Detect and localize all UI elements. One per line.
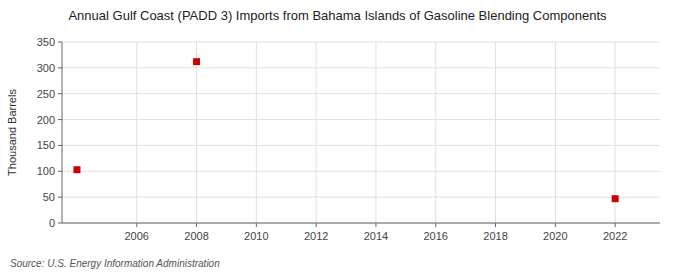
chart-container: Annual Gulf Coast (PADD 3) Imports from … <box>0 0 675 275</box>
y-tick-label: 100 <box>37 165 55 177</box>
y-grid-line <box>62 93 660 94</box>
x-tick <box>375 223 376 227</box>
x-grid-line <box>256 42 257 223</box>
y-tick <box>58 42 62 43</box>
y-tick-label: 0 <box>49 217 55 229</box>
x-grid-line <box>495 42 496 223</box>
x-tick <box>495 223 496 227</box>
x-tick <box>196 223 197 227</box>
y-tick <box>58 197 62 198</box>
y-tick-label: 200 <box>37 114 55 126</box>
x-tick <box>256 223 257 227</box>
y-grid-line <box>62 145 660 146</box>
x-tick-label: 2008 <box>184 230 208 242</box>
point <box>193 58 200 65</box>
title: Annual Gulf Coast (PADD 3) Imports from … <box>68 8 607 23</box>
y-tick <box>58 119 62 120</box>
y-grid-line <box>62 223 660 224</box>
x-tick <box>136 223 137 227</box>
x-tick-label: 2022 <box>603 230 627 242</box>
y-tick <box>58 223 62 224</box>
x-grid-line <box>435 42 436 223</box>
axes: 0 50 100 150 200 250 300 350 2006 2008 2010 2012 201… <box>37 36 660 242</box>
y-axis-line <box>62 42 63 223</box>
y-tick <box>58 93 62 94</box>
x-tick <box>316 223 317 227</box>
x-axis-line <box>62 223 660 224</box>
point <box>73 166 80 173</box>
y-grid-line <box>62 119 660 120</box>
x-tick-label: 2016 <box>424 230 448 242</box>
y-tick-label: 300 <box>37 62 55 74</box>
x-grid-line <box>375 42 376 223</box>
x-tick <box>555 223 556 227</box>
x-tick-label: 2006 <box>125 230 149 242</box>
y-tick-label: 50 <box>43 191 55 203</box>
x-tick-label: 2020 <box>543 230 567 242</box>
y-tick <box>58 171 62 172</box>
y-tick-label: 350 <box>37 36 55 48</box>
y-tick-label: 250 <box>37 88 55 100</box>
y-grid-line <box>62 171 660 172</box>
x-grid-line <box>196 42 197 223</box>
x-grid-line <box>555 42 556 223</box>
y-tick <box>58 145 62 146</box>
y-tick-label: 150 <box>37 139 55 151</box>
y-tick <box>58 67 62 68</box>
y-axis-label: Thousand Barrels <box>6 89 18 176</box>
points <box>73 58 618 202</box>
y-grid-line <box>62 197 660 198</box>
y-grid-line <box>62 42 660 43</box>
x-tick <box>615 223 616 227</box>
x-tick-label: 2018 <box>483 230 507 242</box>
point <box>612 195 619 202</box>
x-tick-label: 2014 <box>364 230 388 242</box>
x-tick <box>435 223 436 227</box>
y-grid-line <box>62 67 660 68</box>
grid <box>62 42 660 223</box>
source: Source: U.S. Energy Information Administ… <box>10 258 220 269</box>
chart-svg: Annual Gulf Coast (PADD 3) Imports from … <box>0 0 675 275</box>
x-tick-label: 2012 <box>304 230 328 242</box>
x-tick-label: 2010 <box>244 230 268 242</box>
x-grid-line <box>316 42 317 223</box>
x-grid-line <box>136 42 137 223</box>
